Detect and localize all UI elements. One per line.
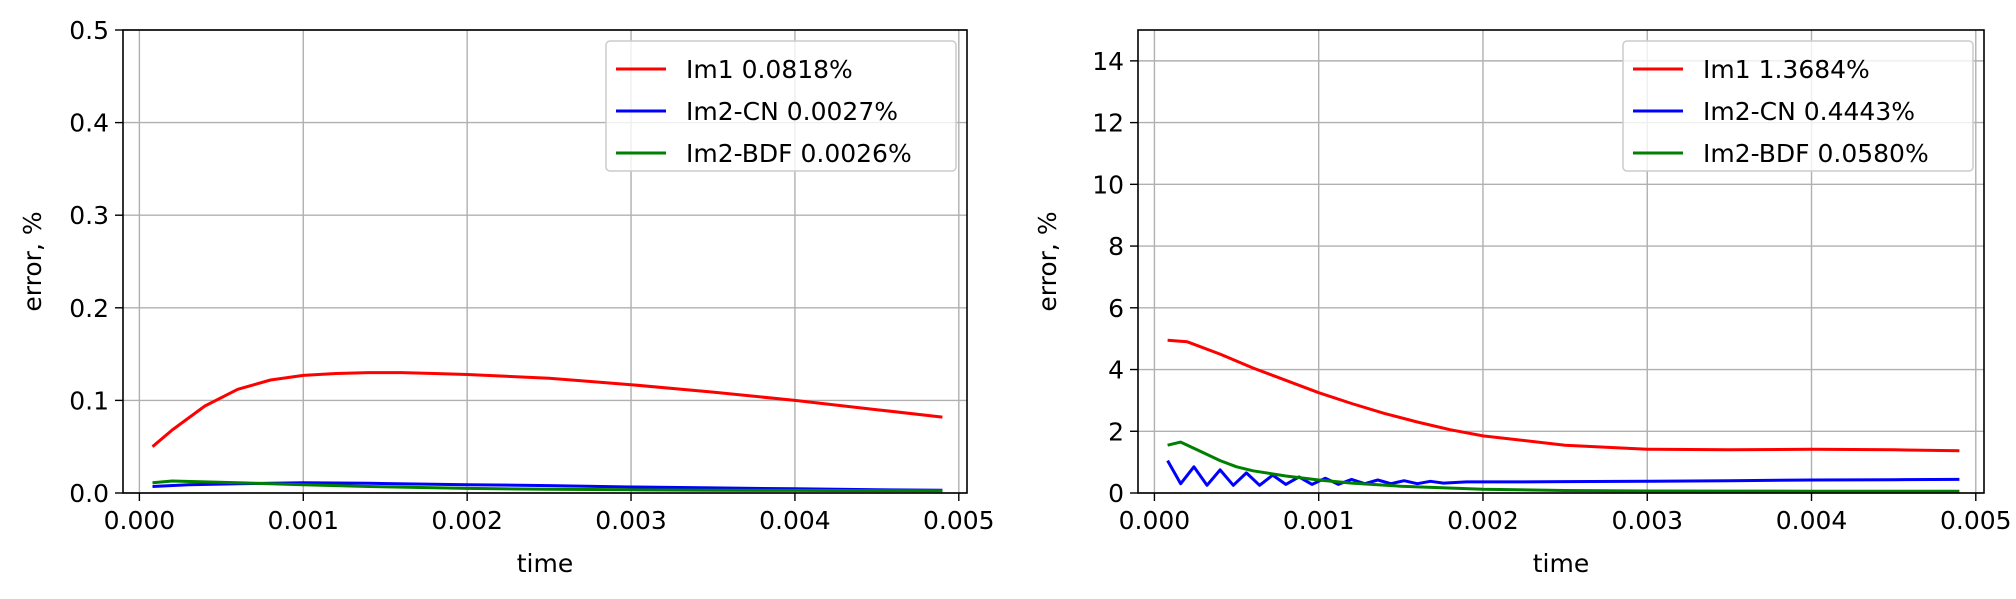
- legend-label-im2-bdf: Im2-BDF 0.0580%: [1703, 139, 1929, 168]
- legend-label-im2-bdf: Im2-BDF 0.0026%: [686, 139, 912, 168]
- series-line-1: [1166, 459, 1960, 487]
- y-axis-ticks: 0.0 0.1 0.2 0.3 0.4 0.5: [69, 16, 123, 508]
- y-tick-label-1: 2: [1108, 417, 1124, 446]
- y-tick-label-0: 0.0: [69, 479, 109, 508]
- y-tick-label-3: 6: [1108, 294, 1124, 323]
- y-tick-label-5: 0.5: [69, 16, 109, 45]
- series-line-0: [1167, 338, 1960, 453]
- x-axis-label: time: [517, 549, 573, 578]
- x-tick-label-0: 0.000: [1119, 506, 1191, 535]
- legend-box: [605, 40, 957, 172]
- chart-left: 0.000 0.001 0.002 0.003 0.004 0.005 0.0 0.1 0.2…: [18, 16, 995, 578]
- y-tick-label-2: 4: [1108, 356, 1124, 385]
- x-tick-label-2: 0.002: [1447, 506, 1519, 535]
- y-tick-label-6: 12: [1092, 109, 1124, 138]
- x-tick-label-3: 0.003: [1611, 506, 1683, 535]
- legend-label-im1: Im1 0.0818%: [686, 55, 853, 84]
- y-tick-label-7: 14: [1092, 47, 1124, 76]
- x-tick-label-1: 0.001: [1283, 506, 1355, 535]
- series-lines: [151, 371, 943, 493]
- y-axis-label: error, %: [18, 211, 47, 311]
- y-tick-label-4: 0.4: [69, 109, 109, 138]
- y-axis-ticks: 0 2 4 6 8 10 12 14: [1092, 47, 1138, 508]
- y-tick-label-3: 0.3: [69, 201, 109, 230]
- x-axis-ticks: 0.000 0.001 0.002 0.003 0.004 0.005: [1119, 493, 2012, 535]
- legend: Im1 0.0818% Im2-CN 0.0027% Im2-BDF 0.002…: [605, 40, 957, 172]
- x-axis-ticks: 0.000 0.001 0.002 0.003 0.004 0.005: [104, 493, 995, 535]
- series-line-2: [1167, 440, 1960, 493]
- x-tick-label-5: 0.005: [1940, 506, 2012, 535]
- x-tick-label-4: 0.004: [1776, 506, 1848, 535]
- legend-label-im2-cn: Im2-CN 0.0027%: [686, 97, 898, 126]
- y-tick-label-1: 0.1: [69, 386, 109, 415]
- x-tick-label-1: 0.001: [267, 506, 339, 535]
- x-tick-label-4: 0.004: [759, 506, 831, 535]
- series-lines: [1166, 338, 1960, 493]
- y-axis-label: error, %: [1033, 211, 1062, 311]
- series-line-2: [152, 479, 943, 493]
- y-tick-label-4: 8: [1108, 232, 1124, 261]
- y-tick-label-5: 10: [1092, 170, 1124, 199]
- legend-label-im1: Im1 1.3684%: [1703, 55, 1870, 84]
- plot-frame: [122, 29, 968, 494]
- x-tick-label-0: 0.000: [104, 506, 176, 535]
- legend-label-im2-cn: Im2-CN 0.4443%: [1703, 97, 1915, 126]
- legend-box: [1622, 40, 1974, 172]
- series-line-0: [151, 371, 943, 448]
- legend: Im1 1.3684% Im2-CN 0.4443% Im2-BDF 0.058…: [1622, 40, 1974, 172]
- x-tick-label-5: 0.005: [923, 506, 995, 535]
- x-tick-label-2: 0.002: [431, 506, 503, 535]
- chart-right: 0.000 0.001 0.002 0.003 0.004 0.005 0 2 4 6 8 10 12…: [1033, 29, 2012, 578]
- x-axis-label: time: [1533, 549, 1589, 578]
- x-tick-label-3: 0.003: [595, 506, 667, 535]
- plot-frame: [1137, 29, 1985, 494]
- y-tick-label-2: 0.2: [69, 294, 109, 323]
- y-tick-label-0: 0: [1108, 479, 1124, 508]
